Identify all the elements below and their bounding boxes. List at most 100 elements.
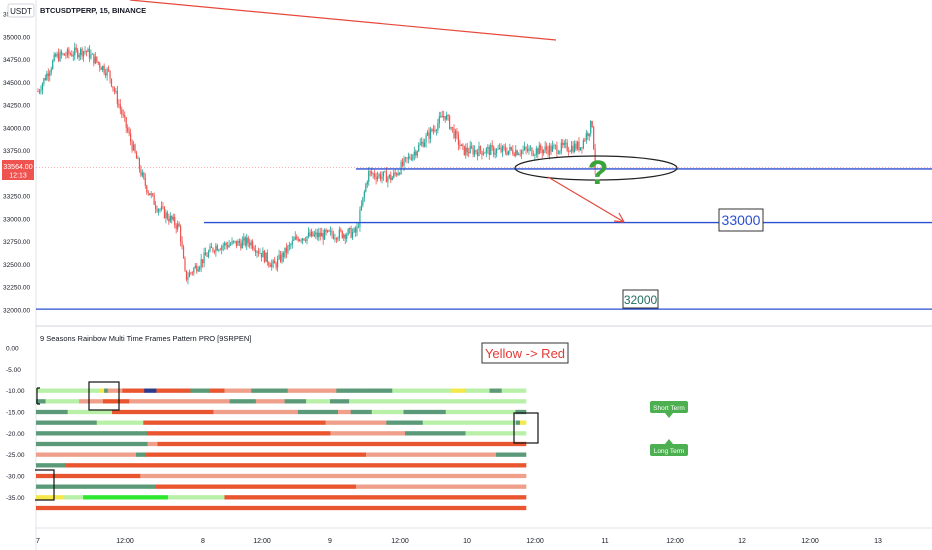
candle-body (359, 210, 361, 227)
candle-body (472, 147, 474, 155)
candle-body (563, 142, 565, 146)
indicator-title[interactable]: 9 Seasons Rainbow Multi Time Frames Patt… (40, 334, 251, 343)
candle-body (75, 47, 77, 50)
candle-body (229, 244, 232, 246)
candle-body (341, 230, 343, 238)
candle-body (56, 53, 58, 57)
candle-body (252, 241, 254, 249)
candle-body (337, 238, 339, 240)
candle-body (196, 265, 198, 272)
rainbow-row-segment (156, 484, 357, 489)
candle-body (40, 90, 42, 92)
short-term-tag-pointer (665, 413, 673, 418)
candle-body (174, 216, 176, 226)
candle-body (81, 48, 83, 57)
candle-body (221, 246, 223, 250)
rainbow-row-segment (475, 399, 503, 404)
candle-body (210, 246, 213, 248)
candle-body (571, 145, 573, 152)
candle-body (303, 238, 305, 241)
candle-body (478, 146, 480, 156)
candle-body (590, 121, 592, 134)
candle-body (147, 192, 149, 194)
candle-body (62, 53, 64, 55)
candle-body (224, 243, 226, 246)
candle-body (516, 150, 518, 155)
rainbow-row-segment (140, 473, 527, 479)
candle-body (38, 91, 41, 93)
rainbow-row-segment (483, 409, 516, 415)
currency-badge[interactable]: USDT (10, 7, 32, 16)
rainbow-row-segment (414, 388, 437, 393)
candle-body (228, 244, 230, 248)
time-tick-label: 12:00 (666, 538, 684, 545)
yellow-red-box (481, 342, 569, 364)
rainbow-row-segment (213, 409, 299, 415)
candle-body (535, 148, 537, 155)
candle-body (506, 152, 508, 155)
rainbow-row-segment (450, 388, 466, 393)
candle-body (513, 154, 515, 156)
candle-body (178, 223, 180, 227)
candle-body (84, 50, 86, 52)
level-33000-label: 33000 (722, 212, 761, 228)
price-tick-label: 34000.00 (3, 125, 30, 132)
time-axis[interactable]: 7 12:00 8 12:00 9 12:00 10 12:00 11 12:00 12 12:00 1… (36, 527, 932, 545)
candle-body (130, 133, 132, 142)
candle-body (302, 238, 304, 241)
candle-body (332, 234, 335, 239)
candle-body (85, 50, 88, 53)
candle-body (179, 226, 182, 242)
indicator-axis[interactable]: 0.00 -5.00 -10.00 -15.00 -20.00 -25.00 -30.00 -… (6, 346, 25, 502)
candle-body (188, 272, 191, 278)
rainbow-row-segment (254, 420, 326, 425)
candle-body (297, 238, 299, 241)
candle-body (113, 88, 116, 92)
rainbow-row-segment (209, 388, 225, 393)
rainbow-row-segment (144, 388, 157, 393)
rainbow-row-segment (79, 399, 104, 404)
candle-body (371, 171, 373, 175)
candle-body (216, 245, 218, 251)
candle-body (422, 141, 424, 147)
rainbow-row-segment (36, 441, 148, 447)
candle-body (476, 152, 479, 156)
rainbow-row-segment (386, 420, 424, 425)
rainbow-row-segment (392, 388, 415, 393)
rainbow-row-segment (122, 388, 145, 393)
candle-body (519, 154, 521, 155)
candle-body (540, 145, 542, 151)
symbol-title[interactable]: BTCUSDTPERP, 15, BINANCE (40, 6, 146, 15)
candle-body (526, 148, 529, 151)
indicator-tick-label: -15.00 (6, 410, 25, 417)
candle-body (53, 54, 55, 61)
candle-body (253, 248, 255, 251)
rainbow-row-segment (229, 399, 257, 404)
time-tick-label: 12:00 (801, 538, 819, 545)
candle-body (185, 270, 188, 280)
long-term-tag (650, 444, 688, 456)
candle-body (318, 232, 320, 238)
candle-body (232, 240, 235, 242)
candle-body (376, 176, 379, 180)
rainbow-row-segment (64, 495, 84, 500)
candle-body (272, 260, 274, 264)
candle-body (325, 229, 327, 232)
candle-body (344, 234, 346, 239)
candle-body (582, 140, 584, 149)
candle-body (138, 158, 141, 170)
currency-badge-box[interactable] (7, 3, 35, 18)
candle-body (374, 173, 376, 177)
rainbow-row-segment (83, 495, 169, 500)
time-tick-label: 12:00 (253, 538, 271, 545)
candle-body (202, 259, 204, 264)
rainbow-row-segment (501, 388, 527, 393)
candle-body (365, 184, 367, 192)
highlight-bracket-top (36, 387, 40, 405)
time-tick-label: 7 (36, 538, 40, 545)
candle-body (94, 56, 96, 64)
candle-body (163, 207, 166, 218)
candle-body (243, 237, 245, 241)
candle-body (218, 249, 220, 251)
highlight-box-2 (513, 412, 539, 444)
